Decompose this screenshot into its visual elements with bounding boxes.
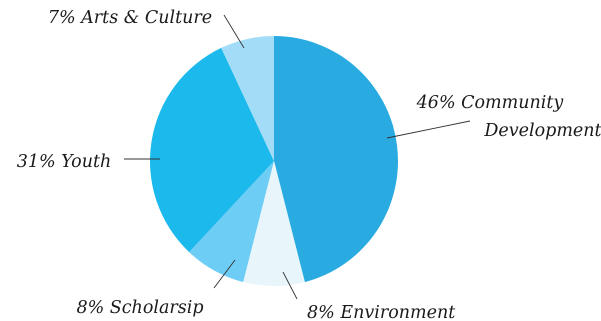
slice-labels: 46% Community Development 8% Environment 8%… bbox=[17, 8, 601, 321]
pie-slice-1 bbox=[274, 36, 398, 283]
slice-label-4-line-1: 31% Youth bbox=[17, 152, 112, 172]
leader-line-1 bbox=[386, 120, 471, 139]
pie-slice-4 bbox=[150, 47, 274, 253]
leader-line-3 bbox=[213, 259, 236, 289]
leader-line-2 bbox=[282, 271, 298, 300]
pie-slice-3 bbox=[189, 161, 274, 283]
pie-slice-5 bbox=[221, 36, 274, 161]
slice-label-2-line-1: 8% Environment bbox=[307, 303, 456, 321]
slice-label-3-line-1: 8% Scholarsip bbox=[76, 298, 203, 318]
pie-slices bbox=[150, 36, 398, 286]
leader-line-5 bbox=[223, 14, 245, 49]
slice-label-5-line-1: 7% Arts & Culture bbox=[48, 8, 212, 28]
leader-lines bbox=[124, 14, 471, 300]
slice-label-1-line-1: 46% Community bbox=[416, 93, 565, 113]
pie-slice-2 bbox=[243, 161, 305, 286]
slice-label-1-line-2: Development bbox=[483, 121, 601, 141]
